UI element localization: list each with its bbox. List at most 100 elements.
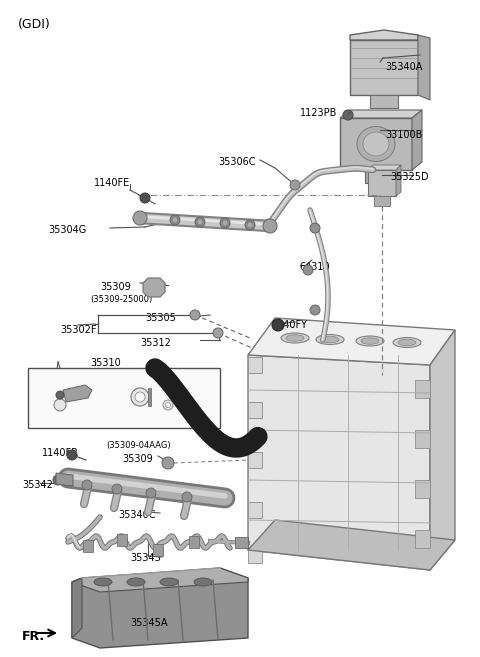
Ellipse shape bbox=[194, 578, 212, 586]
Polygon shape bbox=[365, 170, 390, 183]
Circle shape bbox=[54, 399, 66, 411]
Polygon shape bbox=[189, 536, 199, 548]
Circle shape bbox=[303, 265, 313, 275]
Ellipse shape bbox=[316, 334, 344, 344]
Circle shape bbox=[195, 217, 205, 227]
Polygon shape bbox=[248, 355, 430, 570]
Text: 35340A: 35340A bbox=[385, 62, 422, 72]
Bar bbox=[415, 380, 430, 398]
Ellipse shape bbox=[321, 336, 339, 343]
Bar bbox=[248, 357, 262, 373]
Bar bbox=[374, 196, 390, 206]
Polygon shape bbox=[248, 520, 455, 570]
Polygon shape bbox=[340, 118, 412, 170]
Polygon shape bbox=[63, 385, 92, 402]
Text: FR.: FR. bbox=[22, 630, 45, 643]
Text: 35312J: 35312J bbox=[42, 382, 76, 392]
Polygon shape bbox=[368, 165, 401, 170]
Circle shape bbox=[140, 193, 150, 203]
Polygon shape bbox=[235, 537, 248, 548]
Ellipse shape bbox=[361, 338, 379, 344]
Circle shape bbox=[135, 392, 145, 402]
Text: 1140FY: 1140FY bbox=[272, 320, 308, 330]
Circle shape bbox=[170, 215, 180, 225]
Text: 35302F: 35302F bbox=[60, 325, 96, 335]
Text: 35325D: 35325D bbox=[390, 172, 429, 182]
Polygon shape bbox=[430, 330, 455, 570]
Bar bbox=[415, 430, 430, 448]
Bar bbox=[248, 452, 262, 468]
Text: 35342: 35342 bbox=[22, 480, 53, 490]
Polygon shape bbox=[72, 568, 248, 648]
Circle shape bbox=[310, 223, 320, 233]
Polygon shape bbox=[83, 540, 93, 552]
Polygon shape bbox=[370, 95, 398, 108]
Polygon shape bbox=[350, 30, 418, 40]
Circle shape bbox=[67, 450, 77, 460]
Polygon shape bbox=[248, 318, 455, 365]
Circle shape bbox=[245, 220, 255, 230]
Bar bbox=[248, 402, 262, 418]
Circle shape bbox=[310, 305, 320, 315]
Polygon shape bbox=[340, 110, 422, 118]
Text: 35345A: 35345A bbox=[130, 618, 168, 628]
Ellipse shape bbox=[363, 132, 389, 156]
Circle shape bbox=[112, 484, 122, 494]
Text: 33815E: 33815E bbox=[118, 410, 155, 420]
Circle shape bbox=[247, 222, 253, 228]
Circle shape bbox=[263, 219, 277, 233]
Polygon shape bbox=[153, 544, 163, 556]
Ellipse shape bbox=[94, 578, 112, 586]
Text: 35310: 35310 bbox=[90, 358, 121, 368]
Text: (35309-25000): (35309-25000) bbox=[90, 295, 152, 304]
Bar bbox=[415, 530, 430, 548]
Bar bbox=[368, 170, 396, 196]
Circle shape bbox=[222, 220, 228, 226]
Text: 33100B: 33100B bbox=[385, 130, 422, 140]
Circle shape bbox=[182, 492, 192, 502]
Bar bbox=[415, 480, 430, 498]
Bar bbox=[28, 368, 220, 428]
Ellipse shape bbox=[281, 333, 309, 343]
Polygon shape bbox=[418, 35, 430, 100]
Polygon shape bbox=[72, 568, 248, 592]
Bar bbox=[248, 547, 262, 563]
Circle shape bbox=[53, 475, 63, 485]
Text: 35312: 35312 bbox=[140, 338, 171, 348]
Text: 35340C: 35340C bbox=[118, 510, 156, 520]
Circle shape bbox=[190, 310, 200, 320]
Circle shape bbox=[82, 480, 92, 490]
Circle shape bbox=[290, 180, 300, 190]
Polygon shape bbox=[143, 278, 165, 297]
Text: 1123PB: 1123PB bbox=[300, 108, 337, 118]
Circle shape bbox=[56, 391, 64, 399]
Circle shape bbox=[146, 488, 156, 498]
Polygon shape bbox=[412, 110, 422, 170]
Polygon shape bbox=[396, 165, 401, 196]
Text: 35304G: 35304G bbox=[48, 225, 86, 235]
Circle shape bbox=[197, 219, 203, 225]
Circle shape bbox=[162, 457, 174, 469]
Text: 35306C: 35306C bbox=[218, 157, 255, 167]
Text: 64310: 64310 bbox=[299, 262, 330, 272]
Text: 35305: 35305 bbox=[145, 313, 176, 323]
Ellipse shape bbox=[286, 335, 304, 341]
Text: 35312A: 35312A bbox=[35, 410, 72, 420]
Text: (GDI): (GDI) bbox=[18, 18, 51, 31]
Text: 1140FR: 1140FR bbox=[42, 448, 79, 458]
Circle shape bbox=[163, 400, 173, 410]
Circle shape bbox=[213, 328, 223, 338]
Polygon shape bbox=[56, 473, 73, 486]
Circle shape bbox=[272, 319, 284, 331]
Ellipse shape bbox=[357, 127, 395, 162]
Ellipse shape bbox=[127, 578, 145, 586]
Ellipse shape bbox=[160, 578, 178, 586]
Circle shape bbox=[343, 110, 353, 120]
Circle shape bbox=[172, 217, 178, 223]
Circle shape bbox=[166, 403, 170, 407]
Text: 1140FE: 1140FE bbox=[94, 178, 130, 188]
Ellipse shape bbox=[398, 339, 416, 346]
Circle shape bbox=[220, 218, 230, 228]
Text: (35309-04AAG): (35309-04AAG) bbox=[106, 441, 170, 450]
Polygon shape bbox=[117, 534, 127, 546]
